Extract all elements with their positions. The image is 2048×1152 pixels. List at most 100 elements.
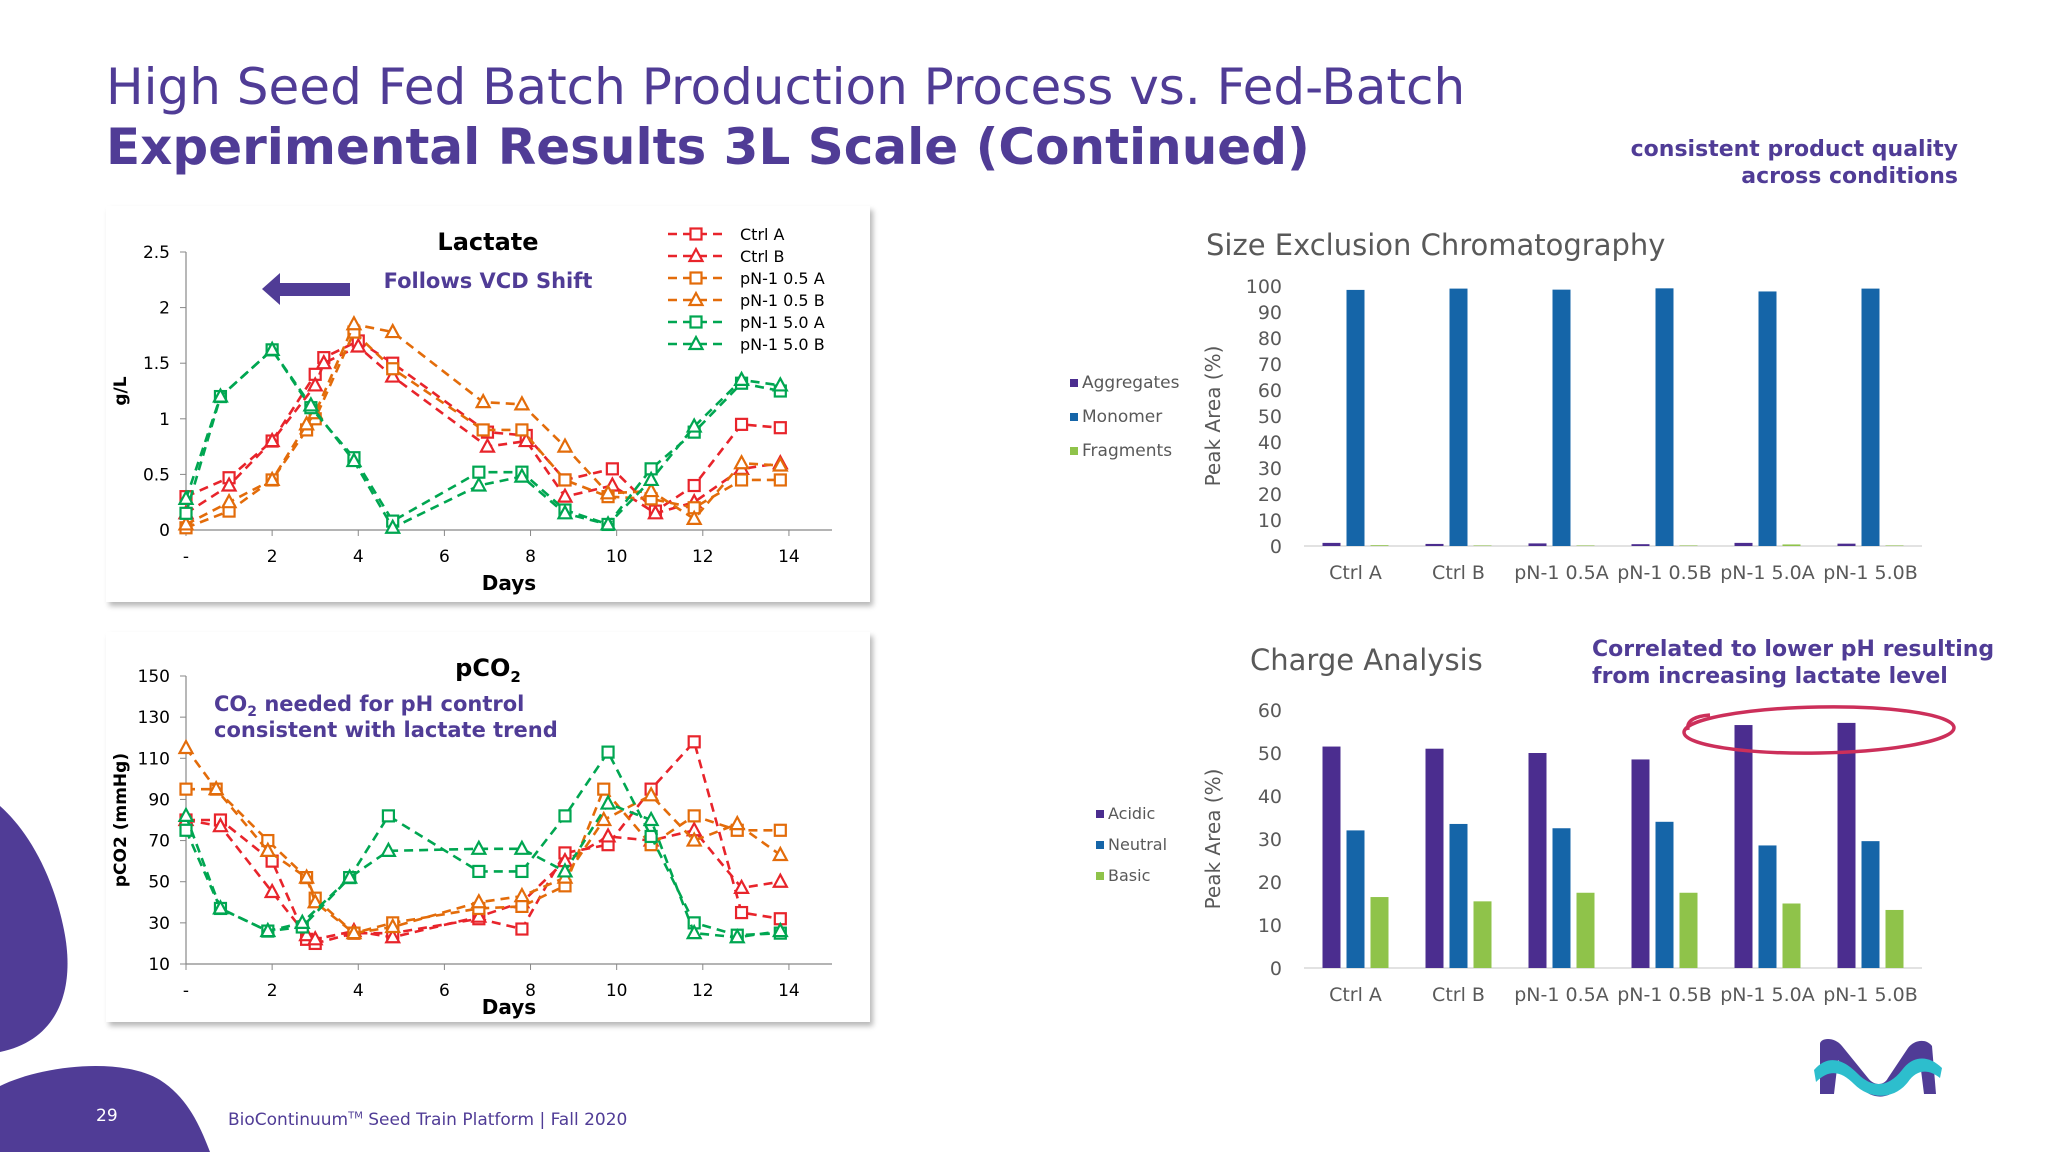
- data-point-pn-1-0-5-b: [259, 841, 277, 857]
- category-label: pN-1 0.5A: [1514, 984, 1608, 1006]
- y-tick-label: 0: [1270, 958, 1282, 980]
- left-purple-shape: [0, 806, 68, 1052]
- series-line-pn-1-5-0-b: [184, 347, 781, 530]
- data-point-ctrl-b: [771, 872, 789, 888]
- x-tick-label: 6: [439, 547, 450, 567]
- data-point-ctrl-b: [349, 337, 367, 353]
- data-point-pn-1-5-0-b: [513, 839, 531, 855]
- data-point-pn-1-5-0-b: [642, 810, 660, 827]
- y-tick-label: 90: [148, 790, 170, 810]
- data-point-pn-1-5-0-b: [685, 417, 703, 433]
- legend-label-neutral: Neutral: [1108, 835, 1167, 854]
- bar-basic: [1576, 892, 1595, 968]
- footer-brand: BioContinuum: [228, 1110, 349, 1130]
- legend-label-pn-1-0-5-a: pN-1 0.5 A: [740, 269, 825, 288]
- data-point-pn-1-0-5-b: [177, 738, 195, 755]
- legend-label-monomer: Monomer: [1082, 407, 1162, 427]
- bar-acidic: [1734, 725, 1753, 968]
- legend-label-acidic: Acidic: [1108, 804, 1155, 823]
- data-point-pn-1-5-0-b: [771, 376, 789, 392]
- lactate-chart-panel: Lactate Follows VCD Shift -2 4 6 8 10 12 14 0 0.…: [106, 206, 870, 602]
- data-point-pn-1-5-0-b: [341, 868, 359, 884]
- bar-monomer: [1552, 289, 1571, 546]
- bar-acidic: [1425, 748, 1444, 968]
- data-point-pn-1-0-5-b: [771, 456, 789, 472]
- data-point-pn-1-0-5-b: [470, 892, 488, 909]
- y-tick-label: 30: [1258, 829, 1282, 851]
- data-point-ctrl-b: [647, 504, 664, 520]
- bar-monomer: [1655, 288, 1674, 546]
- legend-swatch-acidic: [1096, 810, 1104, 818]
- footer-rest: Seed Train Platform | Fall 2020: [362, 1110, 628, 1130]
- bar-aggregates: [1631, 544, 1650, 546]
- charge-chart: Charge Analysis 0 10 20 30 40 50 60 Peak Area (…: [1096, 643, 1956, 1006]
- legend-marker-pn-1-5-0-a: [689, 315, 703, 329]
- slide-title: High Seed Fed Batch Production Process v…: [106, 58, 1466, 116]
- data-point-pn-1-5-0-b: [345, 451, 363, 468]
- data-point-pn-1-0-5-a: [515, 899, 529, 913]
- bar-acidic: [1322, 746, 1341, 968]
- legend-label-pn-1-5-0-a: pN-1 5.0 A: [740, 313, 825, 332]
- category-label: pN-1 5.0A: [1720, 562, 1814, 584]
- slide-subtitle: Experimental Results 3L Scale (Continued…: [106, 118, 1310, 176]
- data-point-pn-1-0-5-a: [597, 782, 611, 796]
- data-point-pn-1-0-5-a: [773, 473, 787, 487]
- data-point-pn-1-0-5-b: [733, 453, 750, 470]
- legend-label-pn-1-0-5-b: pN-1 0.5 B: [740, 291, 825, 310]
- data-point-pn-1-5-0-b: [685, 923, 703, 940]
- data-point-pn-1-5-0-b: [293, 913, 311, 929]
- y-tick-label: 10: [1258, 915, 1282, 937]
- data-point-pn-1-5-0-b: [556, 862, 574, 878]
- bar-fragments: [1370, 545, 1389, 546]
- data-point-pn-1-0-5-b: [220, 492, 238, 509]
- data-point-pn-1-5-0-b: [513, 467, 531, 483]
- bar-neutral: [1861, 841, 1880, 968]
- footer-trademark: TM: [348, 1110, 363, 1122]
- bar-aggregates: [1425, 543, 1444, 546]
- data-point-pn-1-0-5-b: [513, 886, 531, 903]
- data-point-pn-1-5-0-b: [470, 839, 488, 855]
- data-point-pn-1-5-0-b: [177, 489, 195, 505]
- x-tick-label: 14: [778, 981, 800, 1001]
- bar-fragments: [1782, 544, 1801, 546]
- data-point-pn-1-5-0-b: [556, 504, 574, 520]
- bar-basic: [1473, 901, 1492, 968]
- charge-axes: 0 10 20 30 40 50 60 Peak Area (%) Ctrl A Ctrl B pN…: [1201, 700, 1922, 1006]
- data-point-pn-1-0-5-b: [345, 314, 363, 331]
- bar-monomer: [1758, 291, 1777, 546]
- pco2-chart: pCO2 CO2 needed for pH control consisten…: [111, 654, 832, 1019]
- legend-label-fragments: Fragments: [1082, 441, 1172, 461]
- y-tick-label: 70: [148, 832, 170, 852]
- data-point-pn-1-0-5-b: [685, 831, 703, 847]
- x-tick-label: 10: [606, 981, 628, 1001]
- lactate-legend: Ctrl A Ctrl B pN-1 0.5 A pN-1 0.5 B pN-1 5.0…: [668, 225, 825, 354]
- legend-marker-pn-1-0-5-b: [687, 290, 705, 307]
- legend-label-ctrl-b: Ctrl B: [740, 247, 785, 266]
- data-point-pn-1-0-5-a: [476, 423, 490, 437]
- data-point-pn-1-0-5-b: [298, 415, 315, 431]
- category-label: Ctrl A: [1329, 562, 1382, 584]
- data-point-pn-1-5-0-a: [179, 506, 193, 520]
- y-tick-label: 30: [148, 914, 170, 934]
- x-tick-label: 2: [267, 981, 278, 1001]
- category-label: pN-1 0.5B: [1617, 562, 1712, 584]
- x-axis-title: Days: [482, 571, 536, 595]
- sec-axes: 0 10 20 30 40 50 60 70 80 90 100 Peak Area (%) Ctrl …: [1201, 276, 1922, 584]
- y-tick-label: 150: [138, 667, 170, 687]
- lactate-annotation: Follows VCD Shift: [384, 269, 593, 293]
- x-tick-label: -: [183, 981, 189, 1001]
- data-point-pn-1-5-0-b: [212, 899, 229, 915]
- data-point-pn-1-5-0-b: [259, 921, 277, 938]
- data-point-pn-1-0-5-b: [474, 392, 492, 409]
- data-point-pn-1-5-0-b: [771, 921, 789, 938]
- charge-chart-title: Charge Analysis: [1250, 643, 1483, 677]
- merck-logo-icon: [1814, 1039, 1942, 1097]
- bar-basic: [1885, 909, 1904, 968]
- data-point-pn-1-0-5-b: [207, 779, 225, 796]
- legend-label-pn-1-5-0-b: pN-1 5.0 B: [740, 335, 825, 354]
- bar-monomer: [1449, 288, 1468, 546]
- y-tick-label: 0.5: [143, 465, 170, 485]
- y-tick-label: 90: [1258, 302, 1282, 324]
- bar-acidic: [1631, 759, 1650, 968]
- data-point-ctrl-b: [479, 437, 496, 453]
